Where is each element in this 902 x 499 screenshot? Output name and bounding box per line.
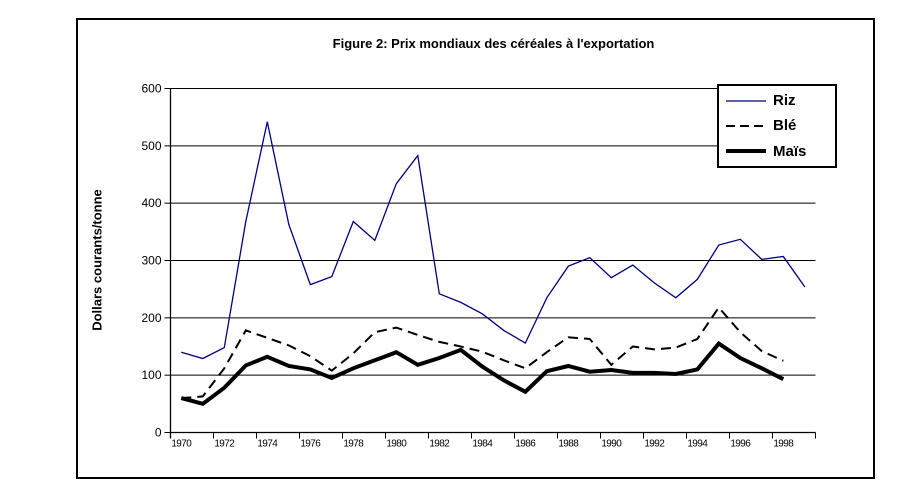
x-tick-label: 1988: [558, 439, 579, 450]
x-tick-label: 1984: [472, 439, 493, 450]
x-tick-label: 1982: [429, 439, 450, 450]
y-tick-label: 400: [141, 196, 161, 210]
y-tick-label: 100: [141, 368, 161, 382]
legend-label-mais: Maïs: [773, 142, 807, 160]
x-tick-label: 1980: [386, 439, 407, 450]
series-line-maïs: [180, 340, 785, 406]
mais-line-sample-icon: [726, 149, 766, 154]
x-tick-label: 1992: [644, 439, 665, 450]
y-tick-label: 0: [155, 426, 162, 440]
x-tick-label: 1996: [730, 439, 751, 450]
x-tick-label: 1976: [300, 439, 321, 450]
series-line-blé: [181, 305, 784, 400]
legend-label-riz: Riz: [773, 92, 796, 110]
legend-item-mais: Maïs: [726, 139, 835, 164]
x-tick-label: 1998: [773, 439, 794, 450]
x-tick-label: 1970: [171, 439, 192, 450]
x-tick-label: 1978: [343, 439, 364, 450]
legend-label-ble: Blé: [773, 117, 797, 135]
legend: Riz Blé Maïs: [717, 84, 837, 168]
y-tick-label: 200: [141, 311, 161, 325]
ble-line-sample-icon: [726, 124, 766, 127]
x-tick-label: 1972: [214, 439, 235, 450]
legend-item-riz: Riz: [726, 88, 835, 113]
x-tick-label: 1994: [687, 439, 708, 450]
legend-item-ble: Blé: [726, 113, 835, 138]
chart-title: Figure 2: Prix mondiaux des céréales à l…: [332, 36, 655, 51]
x-tick-label: 1990: [601, 439, 622, 450]
riz-line-sample-icon: [726, 100, 766, 102]
y-tick-label: 300: [141, 254, 161, 268]
y-tick-label: 500: [141, 139, 161, 153]
y-tick-label: 600: [141, 82, 161, 96]
x-tick-label: 1986: [515, 439, 536, 450]
series-line-riz: [181, 121, 806, 360]
x-tick-label: 1974: [257, 439, 278, 450]
